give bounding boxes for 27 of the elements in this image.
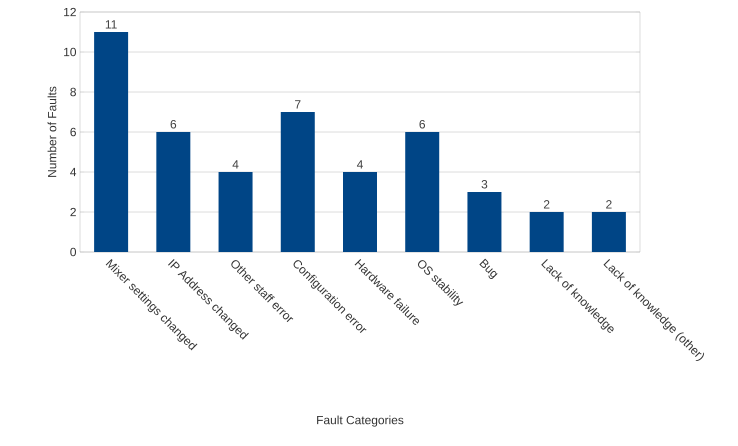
bar (530, 212, 564, 252)
y-axis-title: Number of Faults (48, 86, 56, 177)
y-tick-label: 6 (70, 128, 76, 136)
data-label: 6 (420, 120, 426, 128)
data-label: 2 (606, 200, 612, 208)
bar (280, 112, 315, 252)
data-label: 4 (232, 160, 239, 168)
bar (218, 172, 253, 252)
y-tick-label: 4 (70, 168, 76, 176)
data-label: 3 (482, 180, 488, 188)
y-tick-label: 0 (70, 248, 76, 256)
x-axis-title: Fault Categories (317, 416, 404, 427)
bar (467, 192, 502, 252)
bar (592, 212, 626, 252)
data-label: 6 (170, 120, 176, 128)
bar (156, 132, 190, 252)
y-tick-label: 10 (64, 48, 76, 56)
data-label: 4 (356, 160, 363, 168)
bar (405, 132, 440, 252)
y-tick-label: 8 (70, 88, 76, 96)
bar (343, 172, 377, 252)
data-label: 2 (544, 200, 550, 208)
data-label: 11 (106, 20, 117, 28)
y-tick-label: 2 (70, 208, 76, 216)
bar (94, 32, 128, 252)
y-tick-label: 12 (64, 8, 76, 16)
data-label: 7 (295, 100, 300, 108)
